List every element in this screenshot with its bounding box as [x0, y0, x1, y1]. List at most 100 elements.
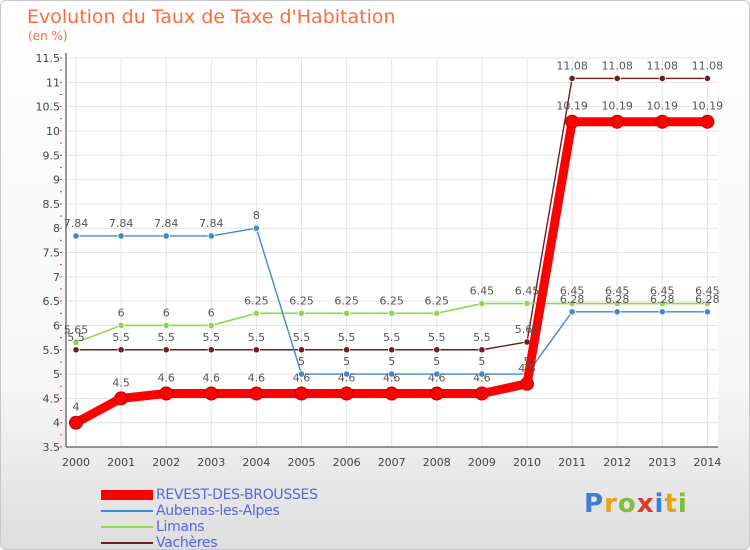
data-label: 10.19	[601, 100, 633, 113]
data-point	[520, 376, 534, 391]
data-label: 4.6	[157, 372, 175, 385]
data-label: 5	[298, 355, 305, 368]
data-point	[700, 114, 715, 129]
chart-title: Evolution du Taux de Taxe d'Habitation	[27, 6, 396, 28]
data-label: 5.5	[338, 331, 356, 344]
x-tick-label: 2006	[333, 456, 361, 469]
data-point	[339, 386, 354, 401]
data-label: 7.84	[109, 217, 134, 230]
data-point	[658, 308, 666, 316]
data-point	[252, 309, 260, 317]
data-point	[703, 74, 712, 83]
data-point	[162, 321, 170, 330]
data-label: 5.5	[67, 331, 85, 344]
data-label: 11.08	[556, 59, 588, 72]
data-point	[703, 299, 712, 308]
x-tick-label: 2009	[468, 456, 496, 469]
data-label: 6	[163, 306, 170, 319]
data-label: 6.45	[650, 285, 675, 298]
data-label: 11.08	[647, 59, 679, 72]
logo-letter: x	[636, 489, 655, 519]
data-point	[658, 299, 666, 308]
data-label: 6.25	[244, 294, 269, 307]
y-tick-label: 4.5	[43, 392, 61, 405]
data-point	[474, 386, 489, 401]
data-label: 6.45	[560, 285, 585, 298]
x-tick-label: 2004	[242, 456, 270, 469]
y-tick-label: 11.5	[36, 52, 61, 65]
logo-letter: o	[617, 489, 637, 519]
data-point	[384, 386, 399, 401]
data-point	[429, 386, 444, 401]
data-point	[478, 346, 486, 354]
y-tick-label: 7.5	[43, 247, 61, 260]
data-label: 5.65	[64, 323, 89, 336]
data-point	[433, 309, 441, 317]
data-label: 5.5	[383, 331, 401, 344]
data-label: 5.66	[515, 323, 540, 336]
data-point	[69, 415, 83, 430]
data-label: 5.5	[293, 331, 311, 344]
data-label: 11.08	[692, 59, 724, 72]
data-label: 6.45	[695, 285, 720, 298]
x-tick-label: 2014	[693, 456, 721, 469]
data-label: 4.5	[112, 376, 130, 389]
data-label: 5.5	[248, 331, 266, 344]
data-point	[297, 370, 306, 378]
data-point	[159, 386, 174, 401]
data-label: 6.28	[695, 293, 720, 306]
data-point	[117, 346, 125, 354]
y-tick-label: 4	[53, 417, 60, 430]
data-point	[388, 370, 396, 378]
data-point	[568, 74, 576, 83]
y-tick-label: 3.5	[43, 441, 61, 454]
data-point	[523, 338, 531, 346]
data-point	[342, 346, 351, 354]
data-label: 5	[478, 355, 485, 368]
data-point	[478, 370, 486, 378]
data-label: 5.5	[473, 331, 491, 344]
data-point	[610, 114, 625, 129]
data-point	[72, 338, 80, 347]
data-point	[613, 299, 621, 308]
y-tick-label: 11	[46, 76, 60, 89]
x-tick-label: 2001	[107, 456, 135, 469]
data-label: 6.25	[379, 294, 404, 307]
legend-swatch	[101, 535, 153, 549]
data-point	[117, 232, 125, 240]
data-point	[388, 309, 396, 317]
data-point	[72, 232, 80, 240]
data-label: 6.45	[470, 285, 495, 298]
data-point	[117, 321, 125, 330]
data-point	[207, 321, 215, 330]
data-label: 4	[73, 401, 80, 414]
y-tick-label: 5	[53, 368, 60, 381]
y-tick-label: 5.5	[43, 344, 61, 357]
data-point	[249, 386, 264, 401]
data-label: 5	[524, 355, 531, 368]
legend-label: Limans	[156, 519, 205, 535]
x-tick-label: 2011	[558, 456, 586, 469]
data-label: 4.6	[248, 372, 266, 385]
data-point	[565, 114, 580, 129]
data-point	[613, 308, 621, 316]
data-label: 6.28	[605, 293, 630, 306]
data-point	[433, 370, 441, 378]
chart-subtitle: (en %)	[28, 29, 68, 43]
data-label: 7.84	[64, 217, 89, 230]
data-label: 5	[433, 355, 440, 368]
data-point	[297, 346, 306, 354]
data-label: 6.45	[605, 285, 630, 298]
data-label: 4.6	[428, 372, 446, 385]
data-point	[162, 232, 170, 240]
data-point	[294, 386, 309, 401]
data-point	[297, 309, 306, 317]
data-label: 7.84	[154, 217, 179, 230]
y-tick-label: 10.5	[36, 101, 61, 114]
data-label: 6.25	[334, 294, 359, 307]
data-label: 6.25	[289, 294, 314, 307]
data-point	[342, 309, 351, 317]
legend-swatch	[101, 519, 153, 535]
data-point	[433, 346, 441, 354]
